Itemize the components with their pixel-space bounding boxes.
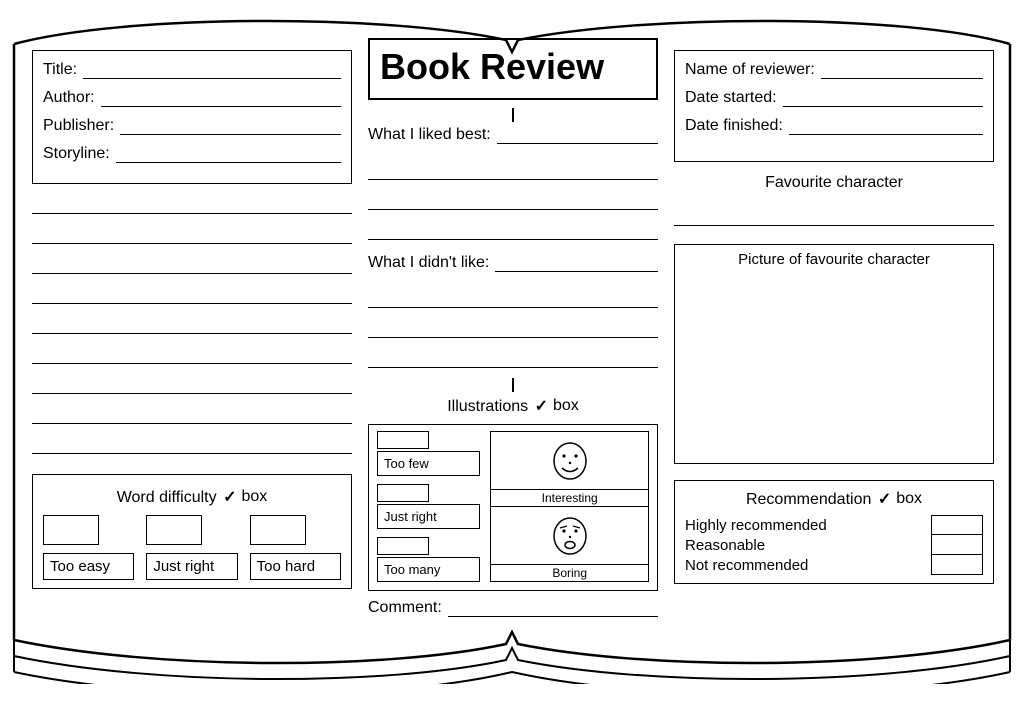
illustrations-box: Too few Just right Too many [368,424,658,591]
wd-option-too-easy[interactable]: Too easy [43,515,134,580]
happy-face-icon [548,439,592,483]
title-input[interactable] [83,65,341,79]
rec-not[interactable]: Not recommended [685,555,983,575]
middle-column: Book Review What I liked best: What I di… [368,38,658,640]
publisher-input[interactable] [120,121,341,135]
fav-char-heading: Favourite character [674,174,994,192]
illus-interesting-label: Interesting [491,489,648,507]
illus-interesting[interactable] [491,432,648,489]
disliked-label: What I didn't like: [368,254,489,272]
storyline-input-first[interactable] [116,149,341,163]
check-icon [876,489,893,509]
word-difficulty-heading: Word difficulty box [43,487,341,507]
check-icon [533,396,550,416]
storyline-lines[interactable] [32,188,352,454]
illus-boring-label: Boring [491,564,648,581]
rec-reasonable[interactable]: Reasonable [685,535,983,555]
disliked-line[interactable] [368,312,658,338]
recommendation-box: Recommendation box Highly recommended Re… [674,480,994,584]
illus-opt-just-right[interactable]: Just right [377,484,480,529]
author-input[interactable] [101,93,341,107]
fav-char-picture-heading: Picture of favourite character [738,251,930,268]
rec-highly[interactable]: Highly recommended [685,515,983,535]
author-label: Author: [43,89,95,107]
comment-input[interactable] [448,603,658,617]
right-column: Name of reviewer: Date started: Date fin… [674,50,994,640]
liked-line[interactable] [368,184,658,210]
liked-input[interactable] [497,130,658,144]
date-finished-label: Date finished: [685,117,783,135]
publisher-label: Publisher: [43,117,114,135]
wd-option-too-hard[interactable]: Too hard [250,515,341,580]
disliked-line[interactable] [368,282,658,308]
date-started-label: Date started: [685,89,777,107]
illus-boring[interactable] [491,507,648,564]
liked-line[interactable] [368,214,658,240]
spine-mark [512,378,514,392]
left-column: Title: Author: Publisher: Storyline: [32,50,352,640]
reviewer-input[interactable] [821,65,983,79]
date-finished-input[interactable] [789,121,983,135]
disliked-line[interactable] [368,342,658,368]
reviewer-label: Name of reviewer: [685,61,815,79]
spine-mark [512,108,514,122]
book-info-box: Title: Author: Publisher: Storyline: [32,50,352,184]
worksheet-title: Book Review [368,38,658,100]
illus-opt-too-many[interactable]: Too many [377,537,480,582]
book-review-worksheet: Title: Author: Publisher: Storyline: [0,0,1024,722]
date-started-input[interactable] [783,93,983,107]
fav-char-input[interactable] [674,200,994,226]
word-difficulty-box: Word difficulty box Too easy Just right [32,474,352,589]
storyline-label: Storyline: [43,145,110,163]
disliked-input[interactable] [495,258,658,272]
wd-option-just-right[interactable]: Just right [146,515,237,580]
illustrations-heading: Illustrations box [368,396,658,416]
liked-label: What I liked best: [368,126,491,144]
title-label: Title: [43,61,77,79]
reviewer-box: Name of reviewer: Date started: Date fin… [674,50,994,162]
fav-char-picture-box[interactable]: Picture of favourite character [674,244,994,464]
bored-face-icon [548,514,592,558]
comment-label: Comment: [368,599,442,617]
recommendation-heading: Recommendation box [685,489,983,509]
liked-line[interactable] [368,154,658,180]
illus-opt-too-few[interactable]: Too few [377,431,480,476]
check-icon [221,487,238,507]
